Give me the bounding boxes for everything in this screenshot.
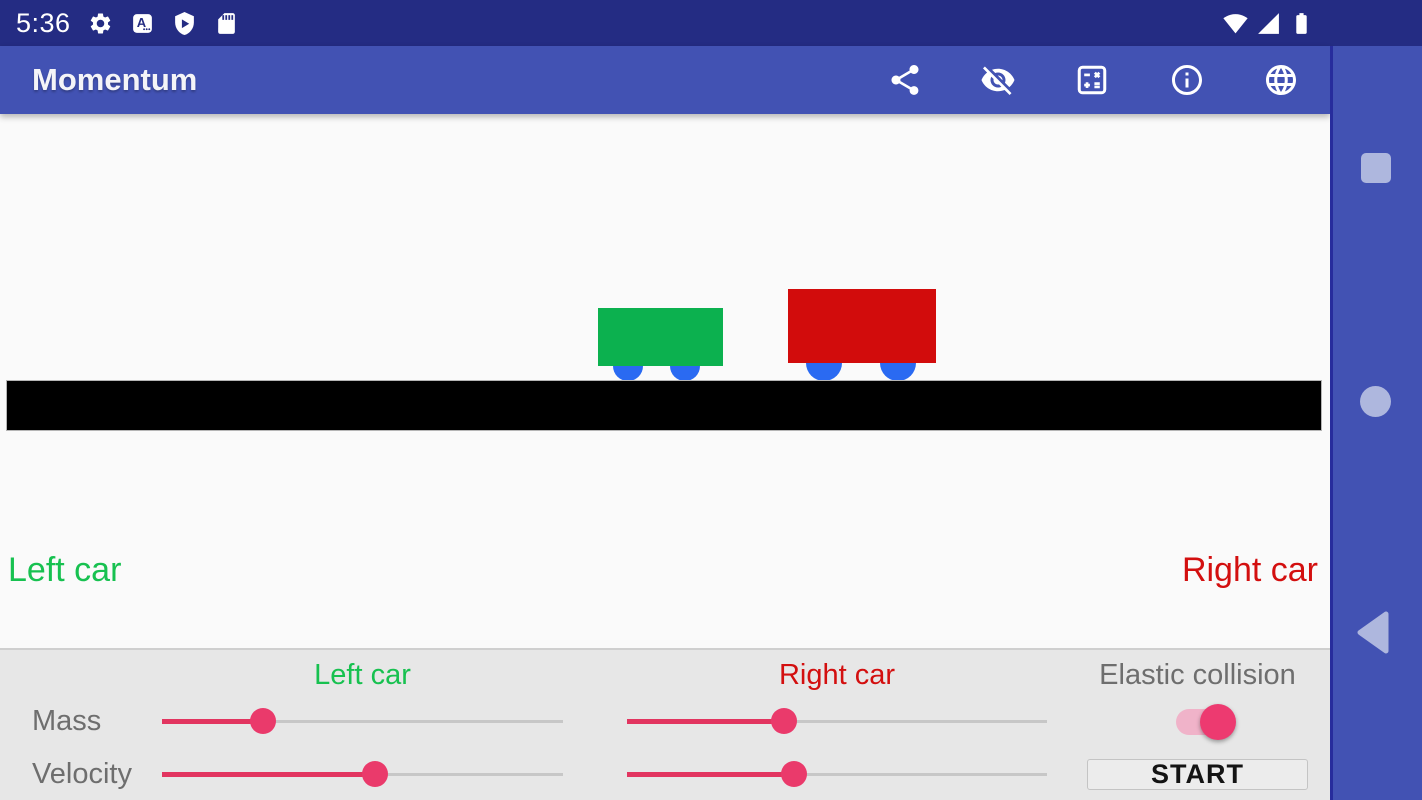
control-panel: Left car Right car Elastic collision Mas… [0, 648, 1330, 800]
right-car-group-label: Right car [778, 659, 896, 691]
slider-track [627, 720, 1047, 723]
switch-thumb [1200, 704, 1236, 740]
track [6, 380, 1322, 431]
back-triangle-icon [1357, 611, 1389, 654]
share-button[interactable] [882, 57, 928, 103]
play-protect-shield-icon [174, 11, 194, 35]
elastic-collision-switch[interactable] [1176, 704, 1238, 740]
page-title: Momentum [32, 62, 198, 97]
mass-label: Mass [32, 705, 102, 737]
recents-square-icon [1361, 153, 1391, 183]
left-mass-slider[interactable] [162, 708, 563, 734]
back-button[interactable] [1356, 610, 1390, 655]
slider-thumb[interactable] [781, 761, 808, 787]
language-button[interactable] [1258, 57, 1304, 103]
info-button[interactable] [1164, 57, 1210, 103]
elastic-collision-label: Elastic collision [1099, 659, 1296, 691]
slider-fill [627, 719, 785, 724]
slider-fill [162, 719, 264, 724]
android-nav-bar [1330, 46, 1422, 800]
left-car-group-label: Left car [314, 659, 411, 691]
slider-fill [627, 772, 795, 777]
recents-button[interactable] [1358, 150, 1394, 186]
home-circle-icon [1360, 385, 1391, 417]
home-button[interactable] [1357, 382, 1395, 420]
share-icon [891, 65, 919, 95]
globe-icon [1266, 65, 1296, 95]
info-icon [1172, 65, 1202, 95]
slider-thumb[interactable] [250, 708, 277, 734]
eye-off-icon [981, 66, 1015, 95]
cellular-signal-icon [1258, 12, 1279, 34]
calculator-button[interactable] [1069, 57, 1115, 103]
svg-text:A: A [136, 15, 146, 30]
simulation-canvas: Left car Mass: 40 kg Velocity: 53.0 m/s … [0, 114, 1330, 739]
wifi-icon [1223, 13, 1248, 33]
right-car-title: Right car [1181, 551, 1318, 589]
hide-values-button[interactable] [975, 57, 1021, 103]
calculator-icon [1077, 65, 1107, 95]
slider-thumb[interactable] [771, 708, 798, 734]
left-velocity-slider[interactable] [162, 761, 563, 787]
sd-card-icon [217, 12, 235, 34]
slider-track [627, 773, 1047, 776]
left-car-title: Left car [8, 551, 122, 589]
battery-icon [1296, 12, 1307, 34]
right-car [788, 289, 936, 363]
app-bar: Momentum [0, 46, 1330, 114]
settings-icon [90, 13, 110, 33]
right-velocity-slider[interactable] [627, 761, 1047, 787]
clock: 5:36 [16, 7, 71, 38]
left-car [598, 308, 723, 366]
velocity-label: Velocity [32, 758, 132, 790]
letter-a-app-icon: A [132, 13, 152, 33]
slider-fill [162, 772, 375, 777]
slider-thumb[interactable] [361, 761, 388, 787]
status-indicators [1215, 0, 1314, 46]
right-mass-slider[interactable] [627, 708, 1047, 734]
slider-track [162, 720, 563, 723]
start-button[interactable]: START [1087, 759, 1308, 790]
status-bar: 5:36 A [0, 0, 1422, 46]
